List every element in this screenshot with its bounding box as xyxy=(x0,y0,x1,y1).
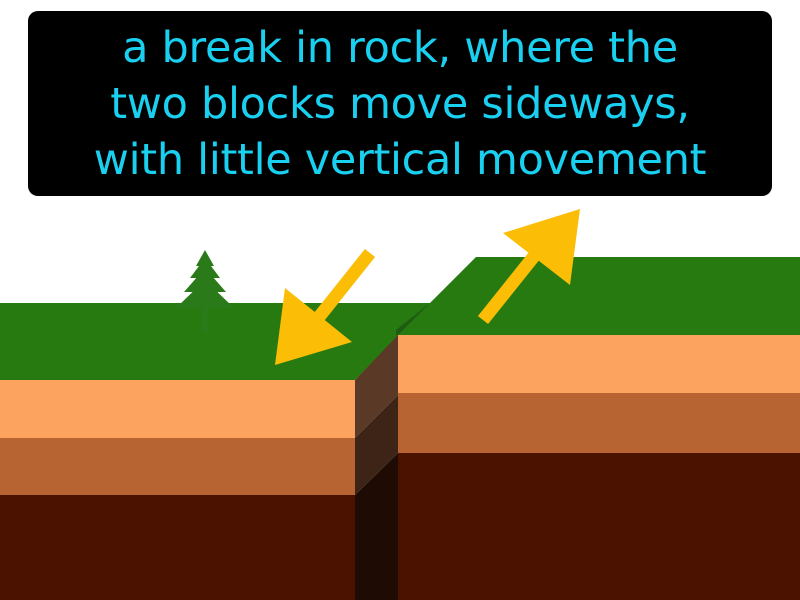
caption-line-1: a break in rock, where the xyxy=(122,22,678,73)
left-block-top-rock-layer xyxy=(0,380,355,438)
left-block-grass-surface xyxy=(0,303,430,380)
left-block-middle-rock-layer xyxy=(0,438,355,495)
right-block-top-rock-layer xyxy=(398,335,800,393)
caption-line-3: with little vertical movement xyxy=(93,134,707,185)
fault-plane-upper xyxy=(355,335,398,438)
fault-plane-lower xyxy=(355,453,398,600)
left-block-bottom-rock-layer xyxy=(0,495,355,600)
definition-caption: a break in rock, where the two blocks mo… xyxy=(28,11,772,196)
right-block-middle-rock-layer xyxy=(398,393,800,453)
arrow-up-right-icon xyxy=(477,209,580,325)
arrow-down-left-icon xyxy=(275,248,376,365)
caption-line-2: two blocks move sideways, xyxy=(110,78,690,129)
fault-plane-middle xyxy=(355,395,398,495)
pine-tree-icon xyxy=(176,250,234,332)
right-block-bottom-rock-layer xyxy=(398,453,800,600)
right-block-grass-surface xyxy=(398,257,800,335)
